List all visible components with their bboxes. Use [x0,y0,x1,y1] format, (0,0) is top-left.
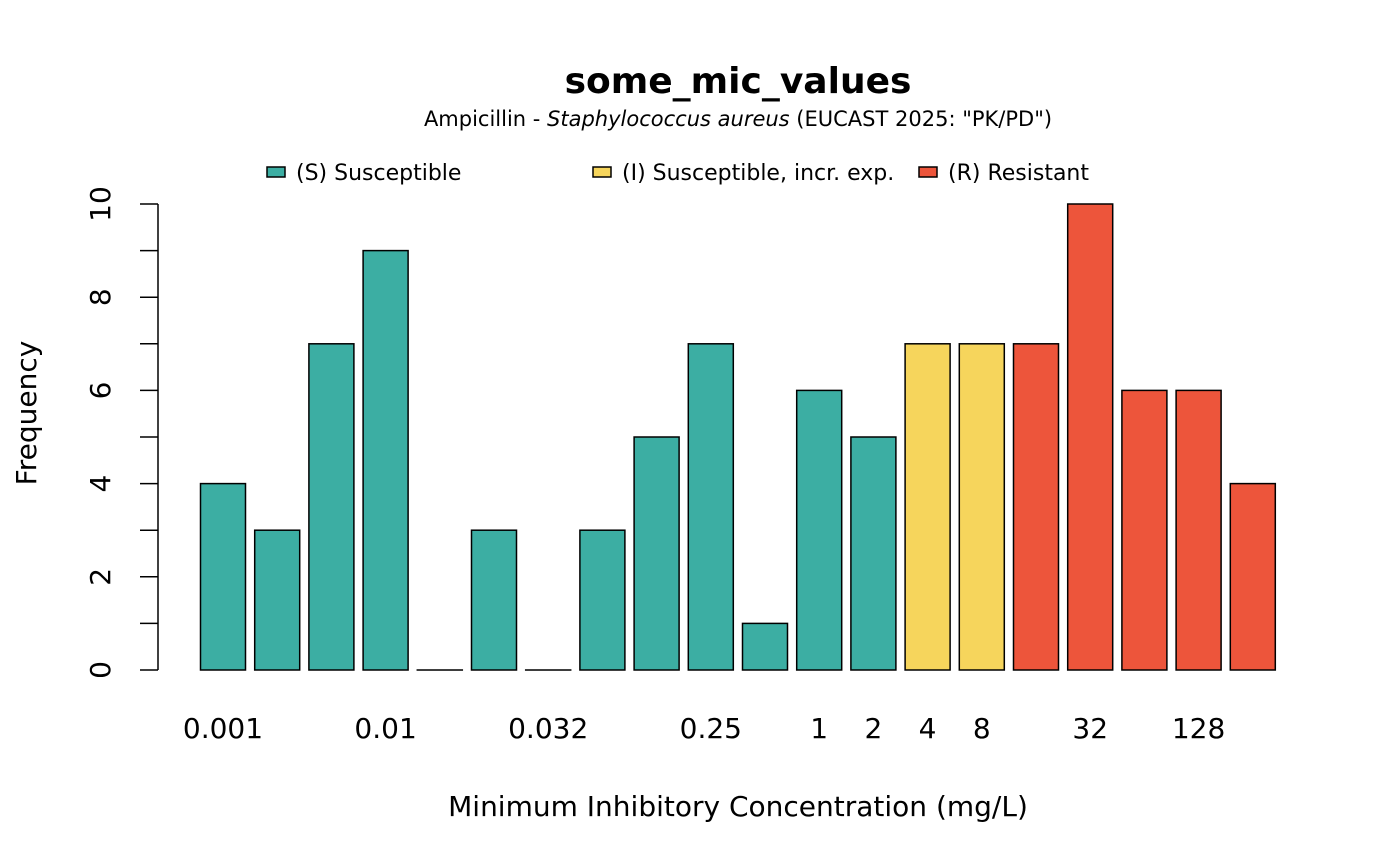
bar [958,343,1006,671]
bars [199,203,1277,671]
bar [362,249,409,671]
bar [1175,389,1222,671]
x-tick-label: 8 [973,712,991,745]
y-tick-label: 8 [84,288,117,306]
x-tick-label: 0.001 [183,712,263,745]
x-axis-tick-labels: 0.001 0.01 0.032 0.25 1 2 4 8 32 128 [183,712,1225,745]
chart-subtitle: Ampicillin - Staphylococcus aureus (EUCA… [424,107,1052,131]
bar [308,343,355,671]
legend-label: (R) Resistant [948,161,1089,186]
x-tick-label: 2 [864,712,882,745]
bar [1121,389,1168,671]
bar [633,436,680,671]
legend-swatch [918,166,938,178]
y-axis: 0 2 4 6 8 10 [84,186,159,679]
subtitle-antibiotic: Ampicillin - [424,107,547,131]
bar [904,343,951,671]
x-tick-label: 0.25 [680,712,742,745]
bar [850,436,897,671]
legend-swatch [592,166,612,178]
subtitle-organism: Staphylococcus aureus [547,107,790,131]
x-tick-label: 0.01 [354,712,416,745]
legend-label: (S) Susceptible [296,161,461,186]
legend-label: (I) Susceptible, incr. exp. [622,161,894,186]
x-tick-label: 32 [1072,712,1108,745]
x-tick-label: 0.032 [508,712,588,745]
legend: (S) Susceptible (I) Susceptible, incr. ex… [266,161,1089,186]
chart-title: some_mic_values [565,61,912,102]
y-tick-label: 2 [84,568,117,586]
bar [199,482,247,671]
bar [579,529,626,671]
y-tick-label: 10 [84,186,117,222]
bar [795,389,843,671]
x-tick-label: 4 [919,712,937,745]
y-tick-label: 0 [84,661,117,679]
bar [741,622,789,671]
legend-swatch [266,166,286,178]
bar [1229,482,1277,671]
y-tick-label: 4 [84,475,117,493]
y-axis-title: Frequency [10,341,43,486]
bar [687,343,735,671]
bar [1012,343,1060,671]
bar [470,529,518,671]
x-tick-label: 1 [810,712,828,745]
bar [1066,203,1114,671]
bar [253,529,301,671]
subtitle-guideline: (EUCAST 2025: "PK/PD") [790,107,1052,131]
y-tick-label: 6 [84,381,117,399]
x-tick-label: 128 [1172,712,1225,745]
x-axis-title: Minimum Inhibitory Concentration (mg/L) [448,790,1028,823]
